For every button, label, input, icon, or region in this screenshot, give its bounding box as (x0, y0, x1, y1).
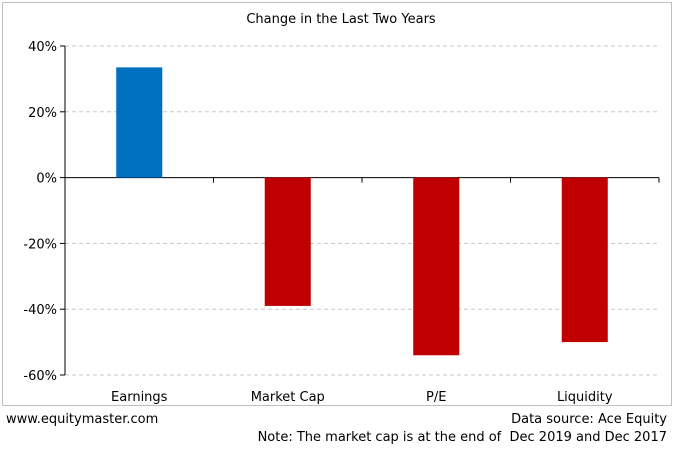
data-source-label: Data source: Ace Equity (511, 412, 667, 427)
y-tick-label: 20% (28, 106, 57, 121)
website-label: www.equitymaster.com (6, 412, 159, 427)
bar-p-e (413, 177, 460, 356)
y-tick-label: -60% (23, 369, 57, 384)
chart-title: Change in the Last Two Years (246, 12, 436, 27)
bar-earnings (116, 67, 163, 178)
x-tick-label: Market Cap (251, 390, 325, 405)
x-tick-label: Liquidity (557, 390, 613, 405)
bar-liquidity (561, 177, 608, 343)
y-tick-label: 0% (36, 172, 57, 187)
x-tick-label: P/E (426, 390, 446, 405)
y-tick-label: 40% (28, 40, 57, 55)
y-tick-label: -20% (23, 237, 57, 252)
bar-market-cap (264, 177, 311, 306)
axes (60, 45, 660, 376)
footnote: Note: The market cap is at the end of De… (257, 430, 667, 445)
bar-chart: Change in the Last Two Years 40% 20% 0% -20… (23, 12, 660, 405)
y-tick-label: -40% (23, 303, 57, 318)
gridlines (65, 45, 659, 376)
x-tick-label: Earnings (111, 390, 168, 405)
tick-labels: 40% 20% 0% -20% -40% -60% Earnings Market Cap P/… (23, 40, 612, 405)
chart-frame: Change in the Last Two Years 40% 20% 0% -20… (2, 2, 672, 406)
bars (116, 67, 608, 356)
